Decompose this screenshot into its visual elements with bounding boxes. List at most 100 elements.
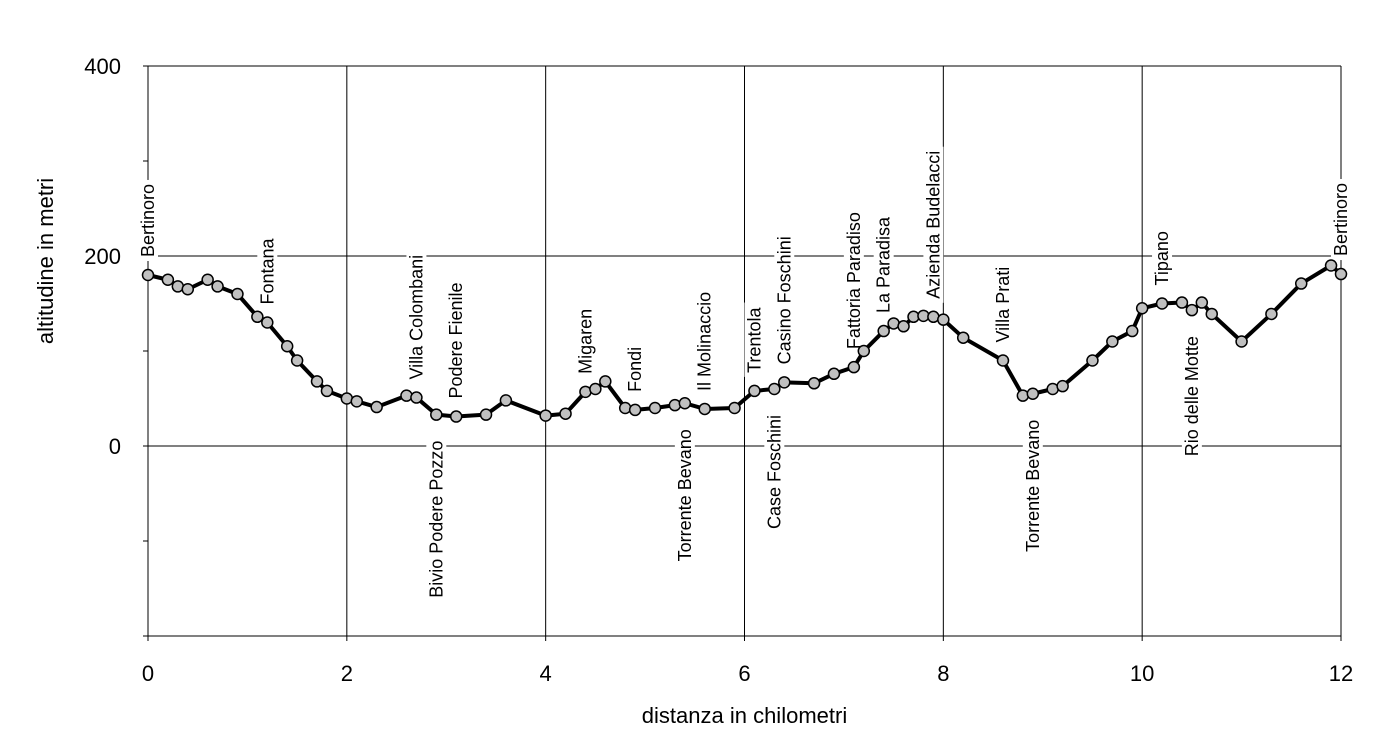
place-label-background	[1181, 332, 1202, 461]
place-label: Bertinoro	[1331, 183, 1351, 256]
place-label-background	[694, 287, 715, 395]
place-label: Fondi	[625, 347, 645, 392]
place-label: Fontana	[257, 237, 277, 304]
place-label-group: Trentola	[744, 302, 765, 377]
place-label-background	[1022, 415, 1043, 556]
data-point	[827, 367, 841, 381]
x-axis-title: distanza in chilometri	[642, 703, 847, 728]
data-point	[181, 283, 195, 296]
data-point	[1135, 302, 1149, 315]
place-label-background	[575, 304, 596, 378]
place-label-group: Bertinoro	[1331, 179, 1351, 261]
data-point	[310, 375, 324, 388]
data-point	[778, 376, 791, 389]
data-point	[1016, 389, 1030, 402]
place-label-background	[257, 233, 278, 309]
place-label-group: Case Foschini	[764, 411, 785, 534]
data-point	[1235, 335, 1248, 348]
place-label-background	[1152, 227, 1173, 290]
data-point	[1056, 379, 1069, 393]
place-label-background	[873, 211, 894, 318]
place-labels: Bertinoro Fontana Villa Colombani Bivio Pod…	[138, 146, 1351, 602]
place-label-background	[744, 302, 765, 377]
place-label-background	[923, 146, 944, 303]
place-label: Torrente Bevano	[675, 429, 695, 561]
y-tick-label: 200	[84, 244, 121, 269]
place-label-group: Tipano	[1152, 227, 1173, 290]
place-label-background	[138, 179, 158, 261]
data-point	[728, 401, 741, 415]
place-label-group: Bivio Podere Pozzo	[426, 436, 447, 602]
place-label-background	[774, 232, 795, 369]
place-label-group: Fontana	[257, 233, 278, 309]
place-label: Villa Prati	[993, 267, 1013, 343]
data-point	[748, 384, 761, 398]
data-point	[807, 377, 821, 390]
place-label: Villa Colombani	[406, 255, 426, 380]
place-label: Bertinoro	[138, 184, 158, 257]
x-tick-label: 6	[738, 661, 750, 686]
data-point	[251, 310, 264, 324]
data-point	[589, 382, 602, 396]
x-tick-label: 10	[1130, 661, 1154, 686]
axes: 0 2 4 6 8 10 12 400 200 0	[84, 54, 1353, 686]
data-point	[1086, 354, 1099, 367]
data-point	[430, 408, 443, 421]
data-point	[847, 360, 861, 374]
data-point	[996, 354, 1010, 367]
place-label-group: Villa Prati	[992, 262, 1013, 347]
data-point	[648, 401, 662, 415]
data-point	[956, 331, 970, 344]
place-label-background	[406, 250, 427, 384]
place-label: Bivio Podere Pozzo	[426, 441, 446, 598]
place-label-background	[992, 262, 1013, 347]
data-point	[1205, 307, 1219, 321]
place-label-group: Torrente Bevano	[674, 425, 695, 566]
place-label-group: Fondi	[625, 342, 646, 396]
data-point	[897, 320, 910, 333]
y-axis-title: altitudine in metri	[33, 178, 58, 344]
data-point	[937, 313, 950, 326]
data-point	[261, 316, 274, 329]
data-point	[1324, 259, 1338, 272]
place-label: Rio delle Motte	[1182, 336, 1202, 456]
place-label-background	[446, 278, 467, 403]
place-label: Casino Foschini	[774, 236, 794, 364]
place-label-group: Bertinoro	[138, 179, 158, 261]
place-label: Tipano	[1152, 231, 1172, 285]
data-point	[1334, 267, 1348, 281]
data-point	[1106, 335, 1119, 348]
place-label: Torrente Bevano	[1023, 420, 1043, 552]
data-point	[559, 407, 572, 420]
data-point	[231, 287, 244, 301]
data-point	[698, 402, 711, 416]
y-tick-label: 0	[109, 434, 121, 459]
elevation-series	[141, 259, 1348, 423]
place-label-group: Villa Colombani	[406, 250, 427, 384]
place-label-group: Rio delle Motte	[1181, 332, 1202, 461]
data-point	[370, 400, 383, 414]
data-point	[539, 409, 552, 422]
data-point	[1265, 307, 1278, 321]
place-label-group: Fattoria Paradiso	[843, 208, 864, 354]
x-tick-label: 2	[341, 661, 353, 686]
data-point	[628, 403, 642, 417]
data-point	[618, 401, 632, 415]
place-label-background	[625, 342, 646, 396]
data-point	[599, 375, 612, 388]
place-label-background	[764, 411, 785, 534]
place-label-group: Podere Fienile	[446, 278, 467, 403]
place-label-background	[843, 208, 864, 354]
data-point	[1155, 297, 1169, 310]
x-tick-label: 12	[1329, 661, 1353, 686]
data-point	[290, 354, 304, 367]
data-point	[320, 384, 334, 398]
grid-lines	[147, 65, 1342, 636]
data-point	[768, 382, 781, 396]
place-label: Fattoria Paradiso	[844, 212, 864, 349]
place-label-group: Torrente Bevano	[1022, 415, 1043, 556]
place-label-group: Azienda Budelacci	[923, 146, 944, 303]
data-point	[400, 389, 413, 402]
data-point	[410, 391, 423, 404]
